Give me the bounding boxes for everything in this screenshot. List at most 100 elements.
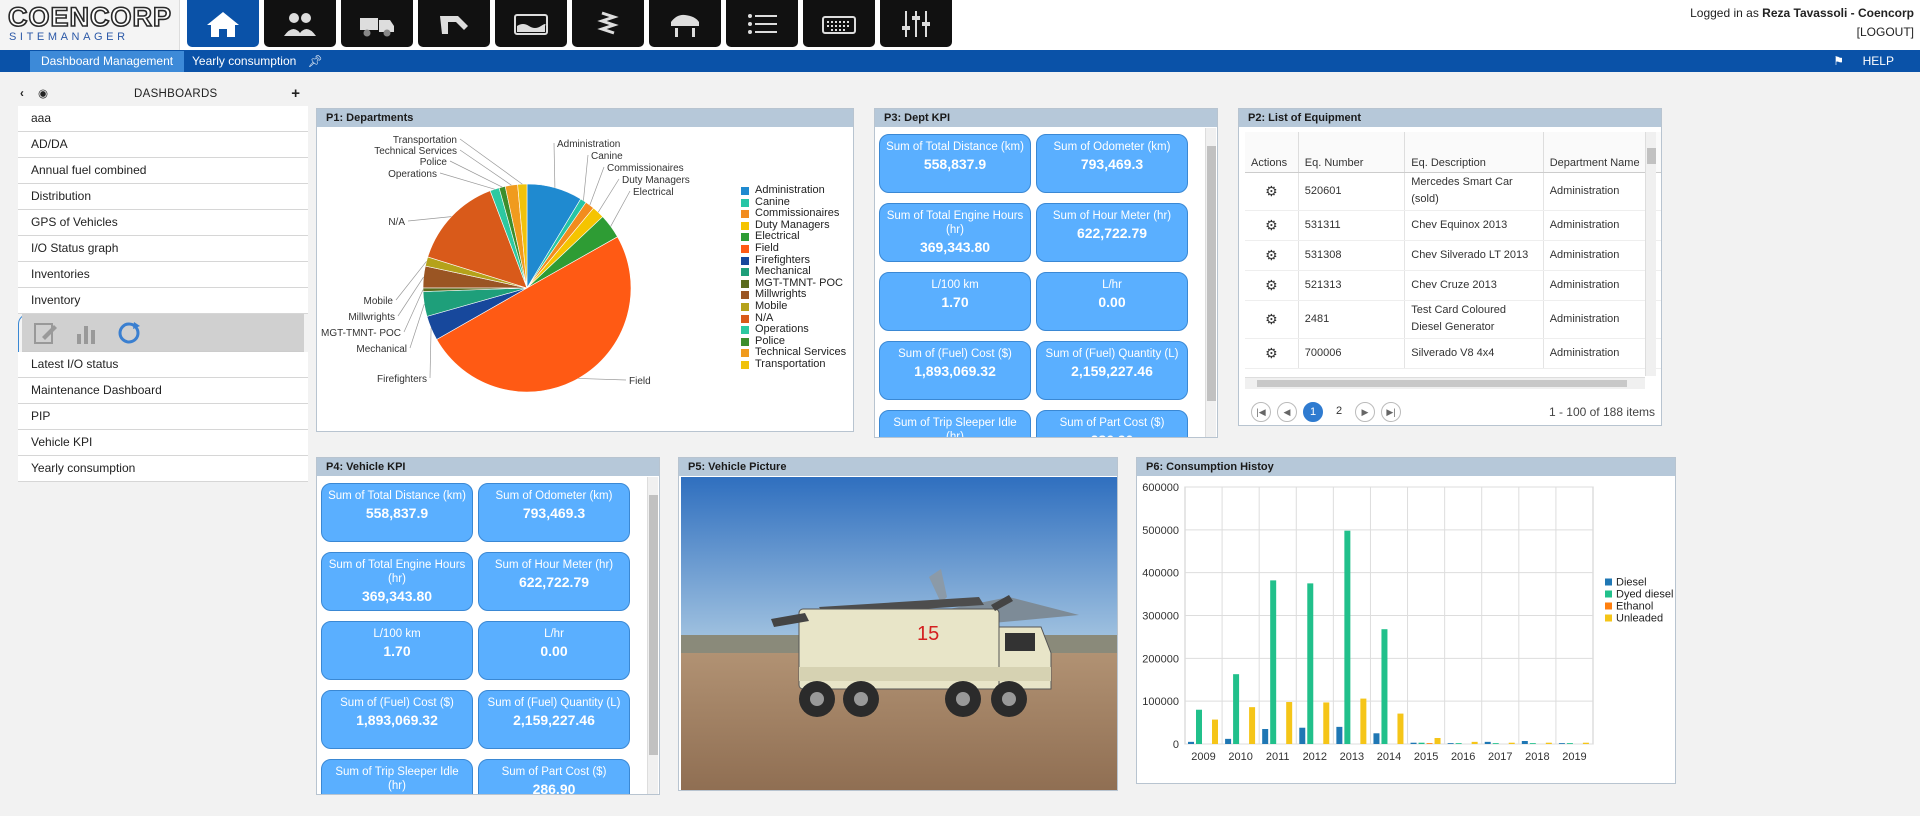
sidebar-item-distribution[interactable]: Distribution [18,184,308,210]
sidebar-item-gps-of-vehicles[interactable]: GPS of Vehicles [18,210,308,236]
sidebar-item-aaa[interactable]: aaa [18,106,308,132]
legend-item-transportation[interactable]: Transportation [741,358,846,371]
bar-dyed-diesel-2016[interactable] [1455,743,1462,744]
legend-item-administration[interactable]: Administration [741,184,846,197]
bar-dyed-diesel-2013[interactable] [1344,530,1351,744]
pin-icon[interactable]: 📌︎ [307,54,323,68]
page-2-button[interactable]: 2 [1329,402,1349,422]
actions-cell[interactable]: ⚙ [1245,270,1299,301]
page-1-button[interactable]: 1 [1303,402,1323,422]
gear-icon[interactable]: ⚙ [1265,310,1278,327]
kpi-tile-sum-of-total-distance-km[interactable]: Sum of Total Distance (km) 558,837.9 [879,134,1031,193]
nav-vehicles-button[interactable] [341,0,413,47]
bar-dyed-diesel-2018[interactable] [1529,743,1536,744]
sidebar-item-latest-i-o-status[interactable]: Latest I/O status [18,352,308,378]
kpi-tile-sum-of-fuel-cost[interactable]: Sum of (Fuel) Cost ($) 1,893,069.32 [321,690,473,749]
legend-item-firefighters[interactable]: Firefighters [741,254,846,267]
legend-item-canine[interactable]: Canine [741,196,846,209]
bar-diesel-2015[interactable] [1410,742,1417,744]
bar-dyed-diesel-2012[interactable] [1307,583,1314,744]
bar-diesel-2013[interactable] [1336,726,1343,744]
bar-diesel-2019[interactable] [1558,743,1565,744]
column-header-eq-description[interactable]: Eq. Description [1404,132,1544,173]
legend-item-operations[interactable]: Operations [741,323,846,336]
bar-dyed-diesel-2011[interactable] [1270,580,1277,744]
pie-slice-field[interactable] [436,236,632,393]
column-header-actions[interactable]: Actions [1245,132,1299,173]
horizontal-scrollbar[interactable] [1245,377,1645,389]
bar-dyed-diesel-2017[interactable] [1492,743,1499,744]
sidebar-item-maintenance-dashboard[interactable]: Maintenance Dashboard [18,378,308,404]
tab-dashboard-management[interactable]: Dashboard Management [30,51,185,72]
sidebar-item-annual-fuel-combined[interactable]: Annual fuel combined [18,158,308,184]
visibility-icon[interactable]: ◉ [38,88,49,100]
nav-list-button[interactable] [726,0,798,47]
collapse-icon[interactable]: ‹ [20,88,24,100]
kpi-tile-sum-of-fuel-quantity-l[interactable]: Sum of (Fuel) Quantity (L) 2,159,227.46 [478,690,630,749]
legend-item-commissionaires[interactable]: Commissionaires [741,207,846,220]
kpi-tile-sum-of-total-distance-km[interactable]: Sum of Total Distance (km) 558,837.9 [321,483,473,542]
bar-unleaded-2009[interactable] [1212,719,1218,744]
legend-item-field[interactable]: Field [741,242,846,255]
legend-item-n-a[interactable]: N/A [741,312,846,325]
kpi-tile-sum-of-hour-meter-hr[interactable]: Sum of Hour Meter (hr) 622,722.79 [1036,203,1188,262]
bar-dyed-diesel-2019[interactable] [1566,743,1573,744]
bar-dyed-diesel-2009[interactable] [1196,709,1202,744]
legend-item-police[interactable]: Police [741,335,846,348]
bar-unleaded-2017[interactable] [1508,742,1515,744]
bar-diesel-2017[interactable] [1484,741,1491,744]
table-row[interactable]: ⚙ 2481 Test Card Coloured Diesel Generator… [1245,300,1661,339]
table-row[interactable]: ⚙ 520601 Mercedes Smart Car (sold) Administ… [1245,172,1661,211]
kpi-tile-sum-of-total-engine-hours-hr[interactable]: Sum of Total Engine Hours (hr) 369,343.80 [879,203,1031,262]
table-row[interactable]: ⚙ 521313 Chev Cruze 2013 Administration [1245,270,1661,301]
kpi-tile-sum-of-part-cost[interactable]: Sum of Part Cost ($) 286.90 [1036,410,1188,437]
sidebar-item-inventories[interactable]: Inventories [18,262,308,288]
nav-home-button[interactable] [187,0,259,47]
kpi-tile-sum-of-hour-meter-hr[interactable]: Sum of Hour Meter (hr) 622,722.79 [478,552,630,611]
bar-unleaded-2011[interactable] [1286,702,1293,744]
last-page-button[interactable]: ▶| [1381,402,1401,422]
flag-icon[interactable]: ⚑ [1833,54,1844,68]
help-link[interactable]: HELP [1862,54,1894,68]
legend-item-mechanical[interactable]: Mechanical [741,265,846,278]
next-page-button[interactable]: ▶ [1355,402,1375,422]
nav-spring-button[interactable] [572,0,644,47]
kpi-tile-sum-of-trip-sleeper-idle-hr[interactable]: Sum of Trip Sleeper Idle (hr)162,188.12 [321,759,473,794]
bar-diesel-2018[interactable] [1521,741,1528,744]
bar-unleaded-2018[interactable] [1545,742,1552,744]
kpi-tile-l-100-km[interactable]: L/100 km 1.70 [321,621,473,680]
actions-cell[interactable]: ⚙ [1245,210,1299,241]
sidebar-item-i-o-status-graph[interactable]: I/O Status graph [18,236,308,262]
legend-item-unleaded[interactable]: Unleaded [1616,613,1663,625]
actions-cell[interactable]: ⚙ [1245,172,1299,211]
sidebar-item-pip[interactable]: PIP [18,404,308,430]
nav-users-button[interactable] [264,0,336,47]
legend-item-diesel[interactable]: Diesel [1616,577,1647,589]
bar-diesel-2016[interactable] [1447,743,1454,744]
sidebar-item-ad-da[interactable]: AD/DA [18,132,308,158]
legend-item-duty-managers[interactable]: Duty Managers [741,219,846,232]
sidebar-item-vehicle-kpi[interactable]: Vehicle KPI [18,430,308,456]
table-scrollbar[interactable] [1645,132,1656,376]
nav-tank-button[interactable] [495,0,567,47]
bar-chart-icon[interactable] [74,320,100,349]
bar-diesel-2009[interactable] [1188,741,1194,744]
legend-item-ethanol[interactable]: Ethanol [1616,601,1653,613]
gear-icon[interactable]: ⚙ [1265,246,1278,263]
legend-item-technical-services[interactable]: Technical Services [741,347,846,359]
bar-dyed-diesel-2014[interactable] [1381,629,1388,744]
bar-diesel-2014[interactable] [1373,733,1380,744]
refresh-icon[interactable] [116,320,142,349]
legend-item-mobile[interactable]: Mobile [741,300,846,313]
kpi-tile-l-100-km[interactable]: L/100 km 1.70 [879,272,1031,331]
table-row[interactable]: ⚙ 531311 Chev Equinox 2013 Administration [1245,210,1661,241]
logout-link[interactable]: [LOGOUT] [1856,25,1914,39]
sidebar-item-yearly-consumption[interactable]: Yearly consumption [18,456,308,482]
kpi-tile-sum-of-fuel-cost[interactable]: Sum of (Fuel) Cost ($) 1,893,069.32 [879,341,1031,400]
nav-settings-button[interactable] [880,0,952,47]
nav-fuel-button[interactable] [418,0,490,47]
scrollbar[interactable] [647,477,658,794]
prev-page-button[interactable]: ◀ [1277,402,1297,422]
tab-yearly-consumption[interactable]: Yearly consumption 📌︎ [180,50,335,72]
actions-cell[interactable]: ⚙ [1245,300,1299,339]
